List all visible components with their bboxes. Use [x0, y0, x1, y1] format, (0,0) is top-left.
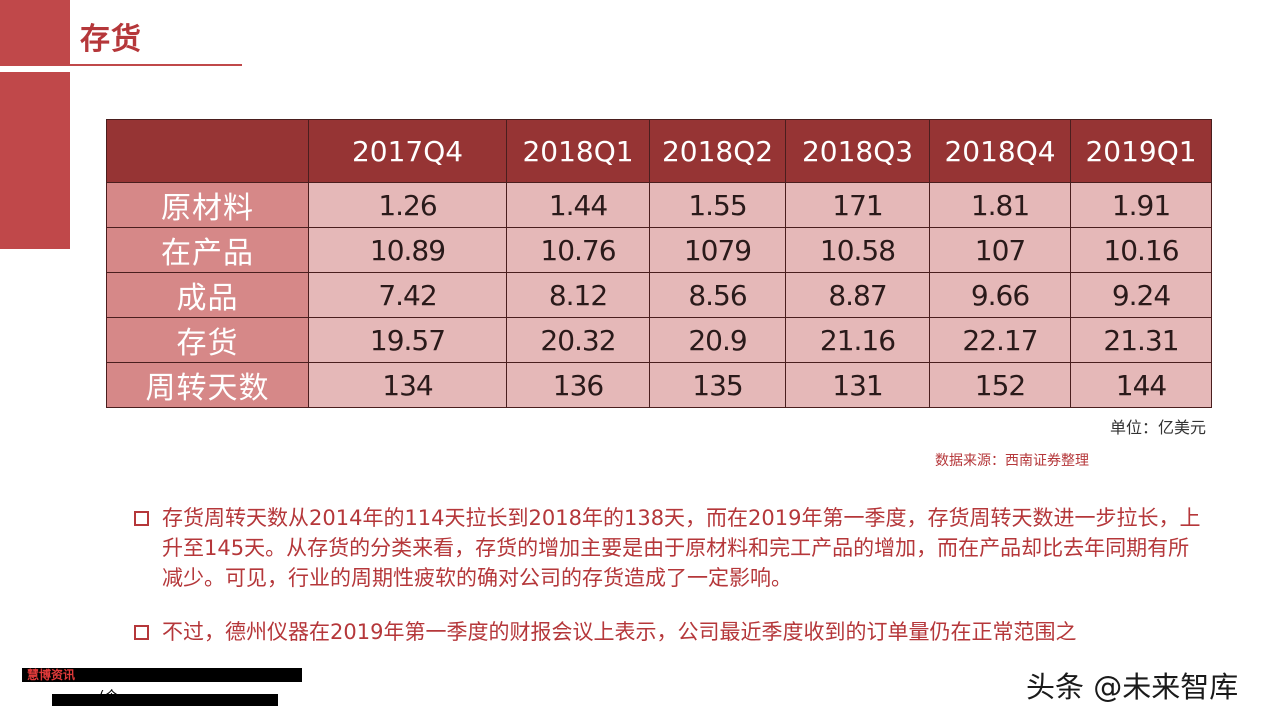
- row-label: 成品: [106, 272, 309, 318]
- table-cell: 10.58: [785, 227, 930, 273]
- column-header: 2018Q4: [929, 119, 1071, 183]
- row-label: 存货: [106, 317, 309, 363]
- table-cell: 20.9: [649, 317, 786, 363]
- table-cell: 19.57: [308, 317, 507, 363]
- table-cell: 21.31: [1070, 317, 1212, 363]
- column-header: 2018Q2: [649, 119, 786, 183]
- bullet-paragraph: 不过，德州仪器在2019年第一季度的财报会议上表示，公司最近季度收到的订单量仍在…: [134, 617, 1214, 647]
- table-row: 成品 7.42 8.12 8.56 8.87 9.66 9.24: [106, 272, 1212, 318]
- table-cell: 107: [929, 227, 1071, 273]
- bullet-paragraph: 存货周转天数从2014年的114天拉长到2018年的138天，而在2019年第一…: [134, 503, 1204, 595]
- watermark: 头条 @未来智库: [1026, 670, 1239, 704]
- row-label: 在产品: [106, 227, 309, 273]
- table-cell: 20.32: [506, 317, 650, 363]
- title-underline: [70, 64, 242, 66]
- accent-block-top: [0, 0, 70, 66]
- table-cell: 1.81: [929, 182, 1071, 228]
- row-label: 原材料: [106, 182, 309, 228]
- table-cell: 144: [1070, 362, 1212, 408]
- unit-note: 单位：亿美元: [1109, 418, 1206, 437]
- table-cell: 8.87: [785, 272, 930, 318]
- table-cell: 22.17: [929, 317, 1071, 363]
- bullet-text: 不过，德州仪器在2019年第一季度的财报会议上表示，公司最近季度收到的订单量仍在…: [162, 620, 1077, 644]
- redacted-source-label: 慧博资讯: [27, 668, 76, 682]
- table-row: 存货 19.57 20.32 20.9 21.16 22.17 21.31: [106, 317, 1212, 363]
- table-row: 在产品 10.89 10.76 1079 10.58 107 10.16: [106, 227, 1212, 273]
- column-header: 2018Q3: [785, 119, 930, 183]
- table-cell: 10.76: [506, 227, 650, 273]
- table-cell: 136: [506, 362, 650, 408]
- page-title: 存货: [80, 22, 142, 57]
- table-cell: 10.16: [1070, 227, 1212, 273]
- column-header: 2018Q1: [506, 119, 650, 183]
- table-cell: 1.26: [308, 182, 507, 228]
- square-bullet-icon: [134, 625, 149, 640]
- table-row: 周转天数 134 136 135 131 152 144: [106, 362, 1212, 408]
- table-cell: 152: [929, 362, 1071, 408]
- table-row: 原材料 1.26 1.44 1.55 171 1.81 1.91: [106, 182, 1212, 228]
- row-label: 周转天数: [106, 362, 309, 408]
- redaction-bar: [22, 668, 302, 682]
- table-cell: 171: [785, 182, 930, 228]
- table-cell: 134: [308, 362, 507, 408]
- source-note: 数据来源：西南证券整理: [935, 453, 1089, 469]
- table-cell: 1.55: [649, 182, 786, 228]
- table-cell: 9.66: [929, 272, 1071, 318]
- table-cell: 1.91: [1070, 182, 1212, 228]
- table-cell: 8.56: [649, 272, 786, 318]
- redacted-fragment: (个: [99, 689, 119, 705]
- table-cell: 9.24: [1070, 272, 1212, 318]
- table-cell: 1.44: [506, 182, 650, 228]
- table-header-row: 2017Q4 2018Q1 2018Q2 2018Q3 2018Q4 2019Q…: [106, 119, 1212, 183]
- table-cell: 1079: [649, 227, 786, 273]
- square-bullet-icon: [134, 511, 149, 526]
- redaction-bar: [52, 694, 278, 706]
- column-header: 2019Q1: [1070, 119, 1212, 183]
- table-cell: 131: [785, 362, 930, 408]
- accent-block-left: [0, 72, 70, 249]
- table-cell: 8.12: [506, 272, 650, 318]
- title-bar: [70, 0, 242, 66]
- bullet-text: 存货周转天数从2014年的114天拉长到2018年的138天，而在2019年第一…: [162, 506, 1201, 590]
- table-cell: 10.89: [308, 227, 507, 273]
- column-header: 2017Q4: [308, 119, 507, 183]
- table-cell: 135: [649, 362, 786, 408]
- table-cell: 7.42: [308, 272, 507, 318]
- inventory-table: 2017Q4 2018Q1 2018Q2 2018Q3 2018Q4 2019Q…: [106, 119, 1212, 408]
- table-cell: 21.16: [785, 317, 930, 363]
- table-corner-cell: [106, 119, 309, 183]
